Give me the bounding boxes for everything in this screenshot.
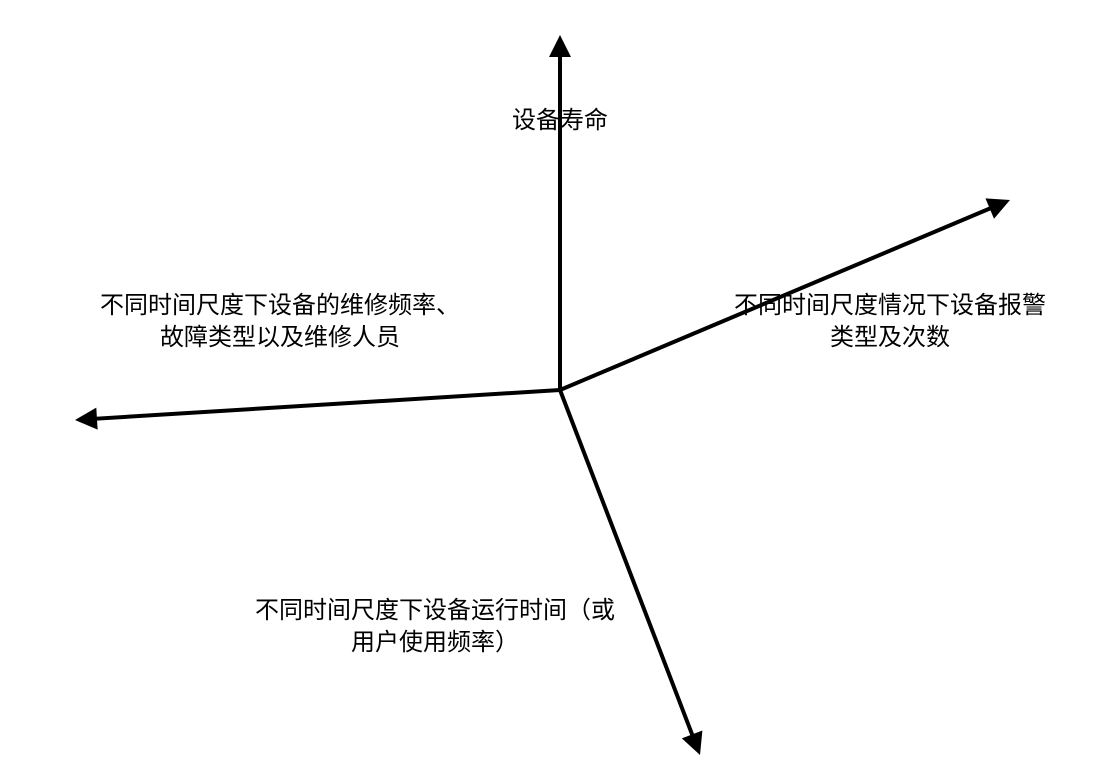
axis-label-upper-right: 不同时间尺度情况下设备报警 类型及次数	[710, 290, 1070, 355]
axis-label-lower-right: 不同时间尺度下设备运行时间（或 用户使用频率）	[220, 595, 650, 660]
axis-label-top: 设备寿命	[430, 105, 690, 137]
axis-label-left: 不同时间尺度下设备的维修频率、 故障类型以及维修人员	[70, 290, 490, 355]
diagram-canvas: 设备寿命 不同时间尺度情况下设备报警 类型及次数 不同时间尺度下设备的维修频率、…	[0, 0, 1114, 783]
